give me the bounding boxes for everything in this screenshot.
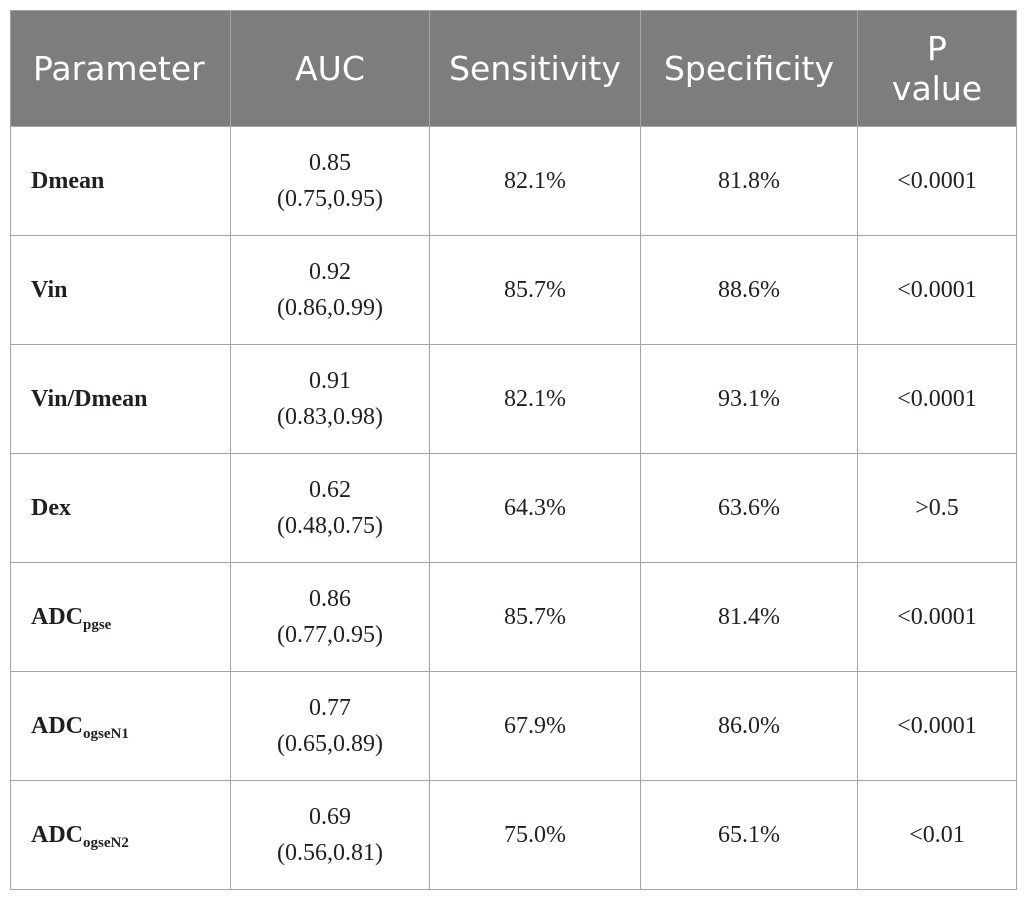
cell-auc: 0.69 (0.56,0.81) [230, 780, 430, 890]
parameter-name: Vin/Dmean [31, 386, 148, 412]
header-auc: AUC [230, 10, 430, 127]
cell-specificity: 93.1% [640, 344, 858, 454]
cell-p-value: <0.0001 [857, 126, 1017, 236]
table-body: Dmean 0.85 (0.75,0.95) 82.1% 81.8% <0.000… [10, 126, 1017, 890]
table-header: Parameter AUC Sensitivity Specificity P … [10, 10, 1017, 127]
cell-specificity: 65.1% [640, 780, 858, 890]
cell-auc: 0.77 (0.65,0.89) [230, 671, 430, 781]
cell-specificity: 63.6% [640, 453, 858, 563]
header-p-value: P value [857, 10, 1017, 127]
header-p-value-line2: value [891, 68, 983, 108]
table-row: ADCpgse 0.86 (0.77,0.95) 85.7% 81.4% <0.0… [10, 562, 1017, 672]
auc-ci: (0.65,0.89) [277, 731, 383, 757]
table-row: Vin/Dmean 0.91 (0.83,0.98) 82.1% 93.1% <0… [10, 344, 1017, 454]
cell-sensitivity: 82.1% [429, 344, 641, 454]
cell-specificity: 88.6% [640, 235, 858, 345]
cell-auc: 0.62 (0.48,0.75) [230, 453, 430, 563]
parameter-name: Dmean [31, 168, 105, 194]
table-row: ADCogseN1 0.77 (0.65,0.89) 67.9% 86.0% <0… [10, 671, 1017, 781]
header-row: Parameter AUC Sensitivity Specificity P … [10, 10, 1017, 127]
cell-auc: 0.91 (0.83,0.98) [230, 344, 430, 454]
cell-parameter: ADCogseN2 [10, 780, 231, 890]
auc-value: 0.91 [309, 368, 351, 394]
cell-parameter: ADCogseN1 [10, 671, 231, 781]
auc-ci: (0.83,0.98) [277, 404, 383, 430]
auc-ci: (0.77,0.95) [277, 622, 383, 648]
cell-auc: 0.86 (0.77,0.95) [230, 562, 430, 672]
cell-sensitivity: 67.9% [429, 671, 641, 781]
parameter-name: ADC [31, 604, 83, 630]
table-row: Dmean 0.85 (0.75,0.95) 82.1% 81.8% <0.000… [10, 126, 1017, 236]
parameter-subscript: pgse [83, 617, 112, 633]
cell-sensitivity: 64.3% [429, 453, 641, 563]
auc-ci: (0.48,0.75) [277, 513, 383, 539]
cell-parameter: Vin/Dmean [10, 344, 231, 454]
cell-p-value: <0.0001 [857, 671, 1017, 781]
cell-p-value: >0.5 [857, 453, 1017, 563]
table-row: Vin 0.92 (0.86,0.99) 85.7% 88.6% <0.0001 [10, 235, 1017, 345]
parameter-name: Vin [31, 277, 68, 303]
cell-sensitivity: 75.0% [429, 780, 641, 890]
parameter-subscript: ogseN1 [83, 726, 129, 742]
auc-ci: (0.75,0.95) [277, 186, 383, 212]
auc-value: 0.85 [309, 150, 351, 176]
header-p-value-line1: P [927, 28, 947, 68]
cell-auc: 0.92 (0.86,0.99) [230, 235, 430, 345]
cell-parameter: ADCpgse [10, 562, 231, 672]
auc-value: 0.62 [309, 477, 351, 503]
parameter-name: Dex [31, 495, 71, 521]
cell-specificity: 81.8% [640, 126, 858, 236]
cell-p-value: <0.0001 [857, 562, 1017, 672]
cell-sensitivity: 85.7% [429, 562, 641, 672]
auc-value: 0.69 [309, 804, 351, 830]
cell-specificity: 81.4% [640, 562, 858, 672]
cell-p-value: <0.0001 [857, 344, 1017, 454]
auc-value: 0.92 [309, 259, 351, 285]
cell-p-value: <0.0001 [857, 235, 1017, 345]
parameter-subscript: ogseN2 [83, 835, 129, 851]
parameter-name: ADC [31, 822, 83, 848]
cell-auc: 0.85 (0.75,0.95) [230, 126, 430, 236]
table-row: Dex 0.62 (0.48,0.75) 64.3% 63.6% >0.5 [10, 453, 1017, 563]
auc-value: 0.86 [309, 586, 351, 612]
auc-value: 0.77 [309, 695, 351, 721]
cell-specificity: 86.0% [640, 671, 858, 781]
cell-sensitivity: 82.1% [429, 126, 641, 236]
results-table: Parameter AUC Sensitivity Specificity P … [10, 10, 1017, 890]
auc-ci: (0.56,0.81) [277, 840, 383, 866]
cell-parameter: Dmean [10, 126, 231, 236]
cell-sensitivity: 85.7% [429, 235, 641, 345]
auc-ci: (0.86,0.99) [277, 295, 383, 321]
cell-parameter: Dex [10, 453, 231, 563]
cell-p-value: <0.01 [857, 780, 1017, 890]
table-row: ADCogseN2 0.69 (0.56,0.81) 75.0% 65.1% <0… [10, 780, 1017, 890]
parameter-name: ADC [31, 713, 83, 739]
cell-parameter: Vin [10, 235, 231, 345]
header-specificity: Specificity [640, 10, 858, 127]
header-sensitivity: Sensitivity [429, 10, 641, 127]
header-parameter: Parameter [10, 10, 231, 127]
